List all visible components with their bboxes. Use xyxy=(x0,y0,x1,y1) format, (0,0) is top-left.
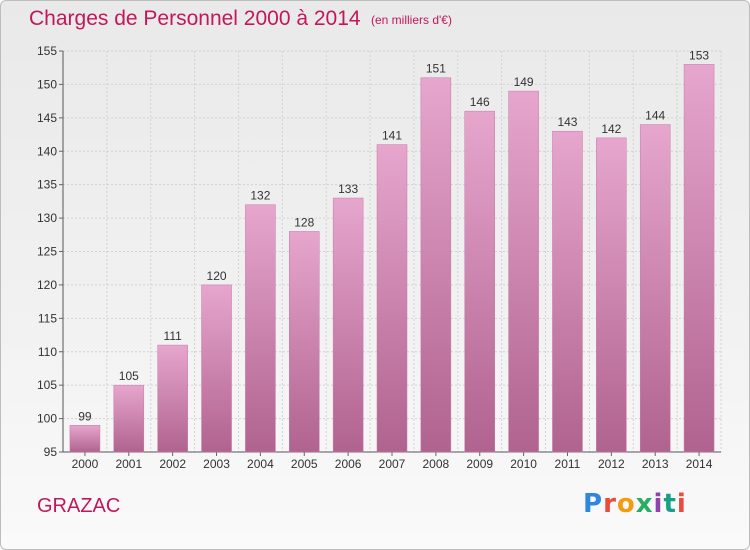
bar-2014 xyxy=(683,64,715,453)
y-tick-label: 120 xyxy=(37,278,57,292)
y-tick-label: 125 xyxy=(37,245,57,259)
logo-letter: x xyxy=(635,489,654,519)
x-tick-label: 2012 xyxy=(598,457,625,471)
data-label: 111 xyxy=(164,329,183,343)
x-tick-label: 2009 xyxy=(466,457,493,471)
data-label: 153 xyxy=(689,48,709,62)
bar-2004 xyxy=(245,204,276,453)
y-tick-label: 95 xyxy=(44,445,58,459)
data-label: 151 xyxy=(426,62,446,76)
data-label: 133 xyxy=(338,182,358,196)
bar-2005 xyxy=(289,231,320,453)
y-tick-label: 130 xyxy=(37,211,57,225)
x-tick-label: 2000 xyxy=(72,457,99,471)
data-label: 144 xyxy=(645,109,665,123)
logo-letter: r xyxy=(603,489,617,519)
logo-letter: i xyxy=(676,489,687,519)
y-tick-label: 110 xyxy=(38,345,57,359)
logo-letter: P xyxy=(583,489,604,519)
x-tick-label: 2010 xyxy=(510,457,537,471)
commune-name: GRAZAC xyxy=(37,495,121,517)
bar-2013 xyxy=(639,124,671,453)
y-tick-label: 150 xyxy=(37,77,57,91)
data-label: 132 xyxy=(250,189,270,203)
bar-2001 xyxy=(113,384,145,453)
x-tick-label: 2001 xyxy=(115,457,142,471)
x-tick-label: 2002 xyxy=(159,457,186,471)
logo-letter: t xyxy=(663,489,677,519)
bar-2007 xyxy=(376,144,408,453)
bar-2006 xyxy=(332,197,364,453)
data-label: 143 xyxy=(557,115,577,129)
bar-2009 xyxy=(464,110,495,453)
chart-title: Charges de Personnel 2000 à 2014 xyxy=(29,7,361,30)
proxiti-logo[interactable]: Proxiti xyxy=(583,489,687,519)
data-label: 146 xyxy=(470,95,490,109)
bars xyxy=(69,64,715,453)
x-tick-label: 2008 xyxy=(423,457,450,471)
data-label: 105 xyxy=(119,369,139,383)
y-tick-label: 115 xyxy=(38,311,57,325)
bar-2000 xyxy=(69,425,101,453)
x-tick-label: 2005 xyxy=(291,457,318,471)
bar-2010 xyxy=(508,90,539,453)
data-label: 120 xyxy=(207,269,227,283)
chart-subtitle: (en milliers d'€) xyxy=(371,13,452,27)
data-label: 142 xyxy=(601,122,621,136)
x-tick-label: 2007 xyxy=(379,457,406,471)
y-tick-label: 100 xyxy=(37,412,57,426)
bar-2002 xyxy=(157,344,188,453)
data-label: 149 xyxy=(514,75,534,89)
bar-2008 xyxy=(420,77,452,453)
y-tick-label: 155 xyxy=(37,44,57,58)
bar-2012 xyxy=(596,137,627,453)
bar-2011 xyxy=(552,130,583,453)
x-tick-label: 2003 xyxy=(203,457,230,471)
x-tick-label: 2011 xyxy=(555,457,581,471)
x-tick-label: 2014 xyxy=(686,457,713,471)
bar-2003 xyxy=(201,284,232,453)
x-tick-label: 2013 xyxy=(642,457,669,471)
x-tick-label: 2006 xyxy=(335,457,362,471)
data-label: 141 xyxy=(382,129,402,143)
y-tick-label: 145 xyxy=(37,111,57,125)
y-tick-label: 135 xyxy=(37,178,57,192)
logo-letter: i xyxy=(653,489,664,519)
y-tick-label: 140 xyxy=(37,144,57,158)
data-label: 128 xyxy=(294,215,314,229)
x-tick-label: 2004 xyxy=(247,457,274,471)
y-tick-label: 105 xyxy=(37,378,57,392)
labels: 95 100 105 110 115 120 125 130 135 140 145 150 155 99… xyxy=(37,44,713,471)
data-label: 99 xyxy=(78,409,92,423)
logo-letter: o xyxy=(616,489,636,519)
